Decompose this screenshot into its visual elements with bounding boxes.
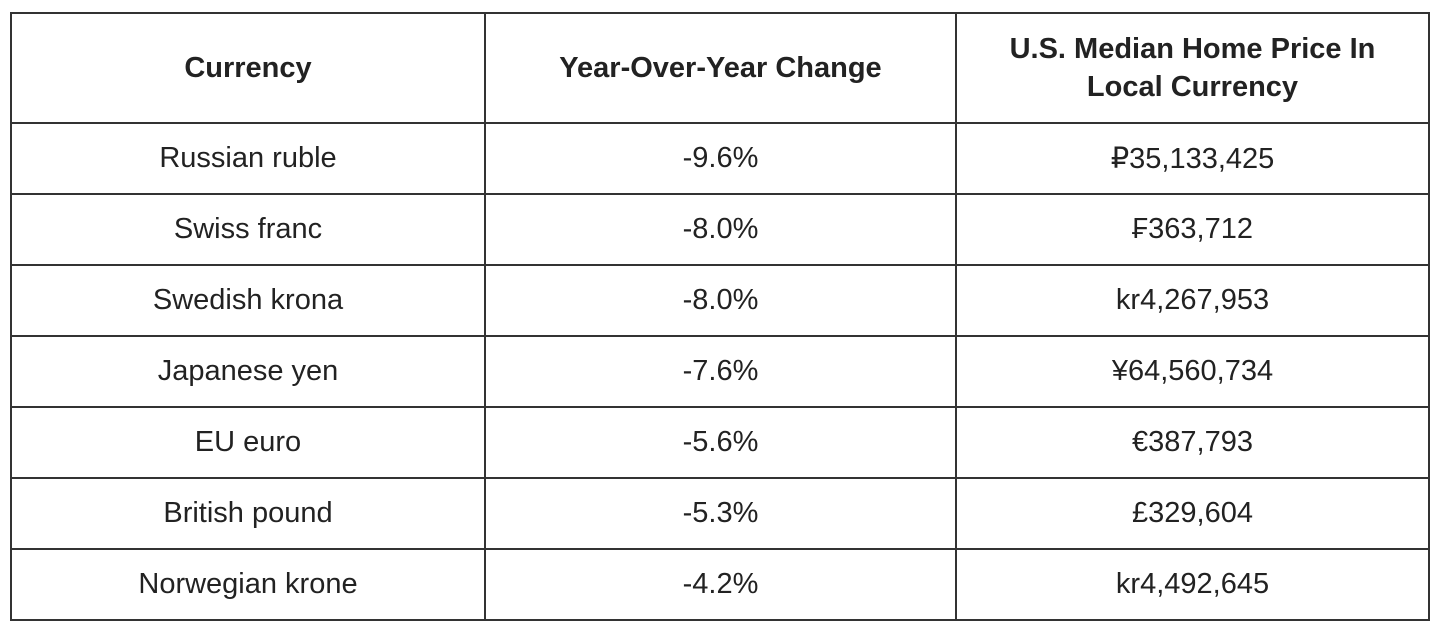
header-cell: Year-Over-Year Change: [484, 12, 957, 124]
table-row: Swiss franc -8.0% ₣363,712: [10, 193, 1430, 266]
table-cell: EU euro: [10, 406, 486, 479]
table-cell: Swiss franc: [10, 193, 486, 266]
table-row: EU euro -5.6% €387,793: [10, 406, 1430, 479]
table-cell: Japanese yen: [10, 335, 486, 408]
table-cell: -8.0%: [484, 264, 957, 337]
table-cell: -4.2%: [484, 548, 957, 621]
header-cell: U.S. Median Home Price In Local Currency: [955, 12, 1430, 124]
table-cell: ₽35,133,425: [955, 122, 1430, 195]
header-cell: Currency: [10, 12, 486, 124]
table-cell: £329,604: [955, 477, 1430, 550]
table-cell: -5.6%: [484, 406, 957, 479]
table-cell: British pound: [10, 477, 486, 550]
table-cell: ₣363,712: [955, 193, 1430, 266]
table-cell: kr4,492,645: [955, 548, 1430, 621]
data-table: Currency Year-Over-Year Change U.S. Median…: [10, 12, 1430, 621]
table-cell: Swedish krona: [10, 264, 486, 337]
table-cell: -5.3%: [484, 477, 957, 550]
table-cell: Norwegian krone: [10, 548, 486, 621]
table-cell: -9.6%: [484, 122, 957, 195]
table-row: Swedish krona -8.0% kr4,267,953: [10, 264, 1430, 337]
table-cell: ¥64,560,734: [955, 335, 1430, 408]
table-cell: kr4,267,953: [955, 264, 1430, 337]
table-cell: -8.0%: [484, 193, 957, 266]
table-body: Russian ruble -9.6% ₽35,133,425 Swiss franc…: [10, 122, 1430, 621]
table-row: Japanese yen -7.6% ¥64,560,734: [10, 335, 1430, 408]
table-row: British pound -5.3% £329,604: [10, 477, 1430, 550]
header-row: Currency Year-Over-Year Change U.S. Median…: [10, 12, 1430, 124]
table-row: Russian ruble -9.6% ₽35,133,425: [10, 122, 1430, 195]
table-cell: -7.6%: [484, 335, 957, 408]
table-cell: Russian ruble: [10, 122, 486, 195]
table-row: Norwegian krone -4.2% kr4,492,645: [10, 548, 1430, 621]
table-cell: €387,793: [955, 406, 1430, 479]
